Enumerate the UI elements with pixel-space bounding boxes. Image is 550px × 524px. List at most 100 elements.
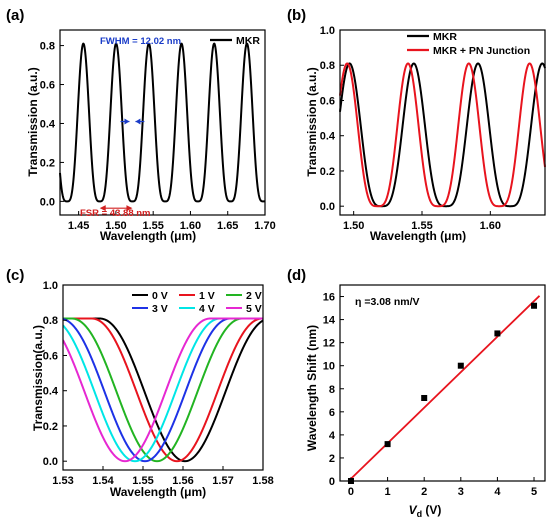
panel-c-ytick-label: 0.2 bbox=[43, 421, 58, 433]
panel-d-xtick-label: 3 bbox=[458, 486, 464, 498]
data-point bbox=[531, 302, 538, 309]
panel-d-frame bbox=[339, 284, 546, 482]
panel-d-ytick-label: 14 bbox=[323, 315, 336, 327]
panel-c-xtick-label: 1.54 bbox=[92, 475, 114, 487]
panel-a-xtick-label: 1.70 bbox=[254, 220, 275, 232]
panel-a-label: (a) bbox=[6, 7, 24, 24]
panel-a-xtick-label: 1.60 bbox=[180, 220, 201, 232]
panel-c-ytick-label: 1.0 bbox=[43, 280, 58, 292]
panel-a-xtick-label: 1.55 bbox=[142, 220, 163, 232]
fsr-arrowhead-right bbox=[126, 205, 133, 212]
panel-b: (b) 1.50 1.55 1.60 0.0 0.2 0.4 0.6 0.8 1.0 MKR M… bbox=[287, 7, 546, 243]
panel-c-legend: 0 V 1 V 2 V 3 V 4 V 5 V bbox=[132, 290, 262, 315]
panel-c-ylabel: Transmission(a.u.) bbox=[31, 325, 45, 431]
panel-a-xtick-label: 1.65 bbox=[217, 220, 238, 232]
panel-b-plot-area: 1.50 1.55 1.60 0.0 0.2 0.4 0.6 0.8 1.0 bbox=[320, 25, 546, 232]
panel-c-xtick-label: 1.58 bbox=[252, 475, 273, 487]
panel-b-label: (b) bbox=[287, 7, 306, 24]
panel-c-xlabel: Wavelength (μm) bbox=[110, 485, 206, 499]
panel-a-xtick-label: 1.50 bbox=[105, 220, 126, 232]
panel-b-xlabel: Wavelength (μm) bbox=[370, 229, 466, 243]
panel-a-ytick-label: 0.2 bbox=[40, 157, 55, 169]
panel-d-xtick-label: 5 bbox=[531, 486, 537, 498]
panel-c-series-group bbox=[63, 317, 263, 463]
panel-b-ytick-label: 0.0 bbox=[320, 201, 335, 213]
panel-c-ytick-label: 0.4 bbox=[43, 386, 59, 398]
panel-b-ylabel: Transmission (a.u.) bbox=[305, 67, 319, 176]
panel-a-plot-area: 1.45 1.50 1.55 1.60 1.65 1.70 0.0 0.2 0.4 0.6 0.8 bbox=[40, 29, 276, 232]
data-point bbox=[347, 478, 354, 484]
series-line-mkr-pn-junction bbox=[339, 62, 546, 208]
panel-b-ytick-label: 1.0 bbox=[320, 25, 335, 37]
panel-d-xlabel: Vd (V) bbox=[409, 503, 442, 519]
panel-d-ytick-label: 4 bbox=[329, 430, 336, 442]
panel-a-ytick-label: 0.6 bbox=[40, 80, 55, 92]
panel-c-xtick-label: 1.53 bbox=[52, 475, 73, 487]
panel-c: (c) 1.53 1.54 1.55 1.56 1.57 1.58 0.0 0.2 0.4 0.6… bbox=[6, 267, 274, 499]
panel-a-ytick-label: 0.8 bbox=[40, 41, 55, 53]
fwhm-arrowhead-left bbox=[124, 118, 130, 125]
panel-d-ytick-label: 10 bbox=[323, 361, 335, 373]
legend-c-label-3v: 3 V bbox=[152, 303, 168, 315]
fsr-annotation: FSR = 43.88 nm bbox=[80, 208, 151, 219]
data-point bbox=[384, 441, 391, 448]
series-line-4v bbox=[63, 317, 263, 463]
panel-c-ytick-label: 0.8 bbox=[43, 315, 58, 327]
panel-c-plot-area: 1.53 1.54 1.55 1.56 1.57 1.58 0.0 0.2 0.4 0.6 0.8 1… bbox=[43, 280, 274, 487]
series-line-mkr bbox=[339, 62, 546, 208]
panel-b-frame bbox=[339, 29, 546, 216]
panel-c-xtick-label: 1.56 bbox=[172, 475, 193, 487]
panel-d-xtick-label: 0 bbox=[348, 486, 354, 498]
fit-line bbox=[348, 295, 541, 482]
data-point bbox=[457, 362, 464, 369]
panel-b-xtick-label: 1.55 bbox=[411, 220, 432, 232]
series-line-2v bbox=[63, 317, 263, 463]
legend-c-label-5v: 5 V bbox=[246, 303, 262, 315]
panel-d-ylabel: Wavelength Shift (nm) bbox=[305, 325, 319, 451]
panel-d-ytick-label: 16 bbox=[323, 292, 335, 304]
panel-c-label: (c) bbox=[6, 267, 24, 284]
legend-c-label-4v: 4 V bbox=[199, 303, 215, 315]
data-point bbox=[494, 330, 501, 337]
legend-b-label-pn: MKR + PN Junction bbox=[433, 45, 530, 57]
panel-b-xtick-label: 1.50 bbox=[343, 220, 364, 232]
panel-d-xlabel-main: V bbox=[409, 503, 418, 517]
series-line-1v bbox=[63, 317, 263, 463]
panel-d-xtick-label: 1 bbox=[385, 486, 391, 498]
panel-d-xlabel-sub: d bbox=[417, 509, 423, 519]
panel-a-frame bbox=[59, 29, 266, 216]
panel-c-ytick-label: 0.0 bbox=[43, 456, 58, 468]
fwhm-arrowhead-right bbox=[135, 118, 141, 125]
panel-c-xtick-label: 1.55 bbox=[132, 475, 153, 487]
legend-c-label-0v: 0 V bbox=[152, 290, 168, 302]
panel-d-xtick-label: 2 bbox=[421, 486, 427, 498]
panel-b-ytick-label: 0.4 bbox=[320, 131, 336, 143]
panel-d-ytick-label: 2 bbox=[329, 453, 335, 465]
panel-c-xtick-label: 1.57 bbox=[212, 475, 233, 487]
panel-d-xlabel-tail: (V) bbox=[422, 503, 441, 517]
panel-c-frame bbox=[62, 284, 264, 471]
fsr-arrowhead-left bbox=[99, 205, 106, 212]
legend-a-label-mkr: MKR bbox=[236, 35, 260, 47]
panel-b-xtick-label: 1.60 bbox=[480, 220, 501, 232]
panel-c-ytick-label: 0.6 bbox=[43, 350, 58, 362]
panel-d-ytick-label: 8 bbox=[329, 384, 335, 396]
panel-a-ytick-label: 0.0 bbox=[40, 196, 55, 208]
series-line-5v bbox=[63, 317, 263, 463]
panel-b-ytick-label: 0.6 bbox=[320, 95, 335, 107]
legend-b-label-mkr: MKR bbox=[433, 31, 457, 43]
series-mkr-line bbox=[59, 42, 266, 203]
panel-d-ytick-label: 0 bbox=[329, 476, 335, 488]
fwhm-annotation: FWHM = 12.02 nm bbox=[100, 36, 181, 47]
panel-a-xtick-label: 1.45 bbox=[68, 220, 89, 232]
panel-d-ytick-label: 12 bbox=[323, 338, 335, 350]
panel-a-xlabel: Wavelength (μm) bbox=[100, 229, 196, 243]
legend-c-label-1v: 1 V bbox=[199, 290, 215, 302]
panel-a: (a) 1.45 1.50 1.55 1.60 1.65 1.70 0.0 0.2 0.4 0.6… bbox=[6, 7, 276, 243]
panel-a-ytick-label: 0.4 bbox=[40, 118, 56, 130]
panel-a-ylabel: Transmission (a.u.) bbox=[26, 67, 40, 176]
panel-b-ytick-label: 0.2 bbox=[320, 166, 335, 178]
